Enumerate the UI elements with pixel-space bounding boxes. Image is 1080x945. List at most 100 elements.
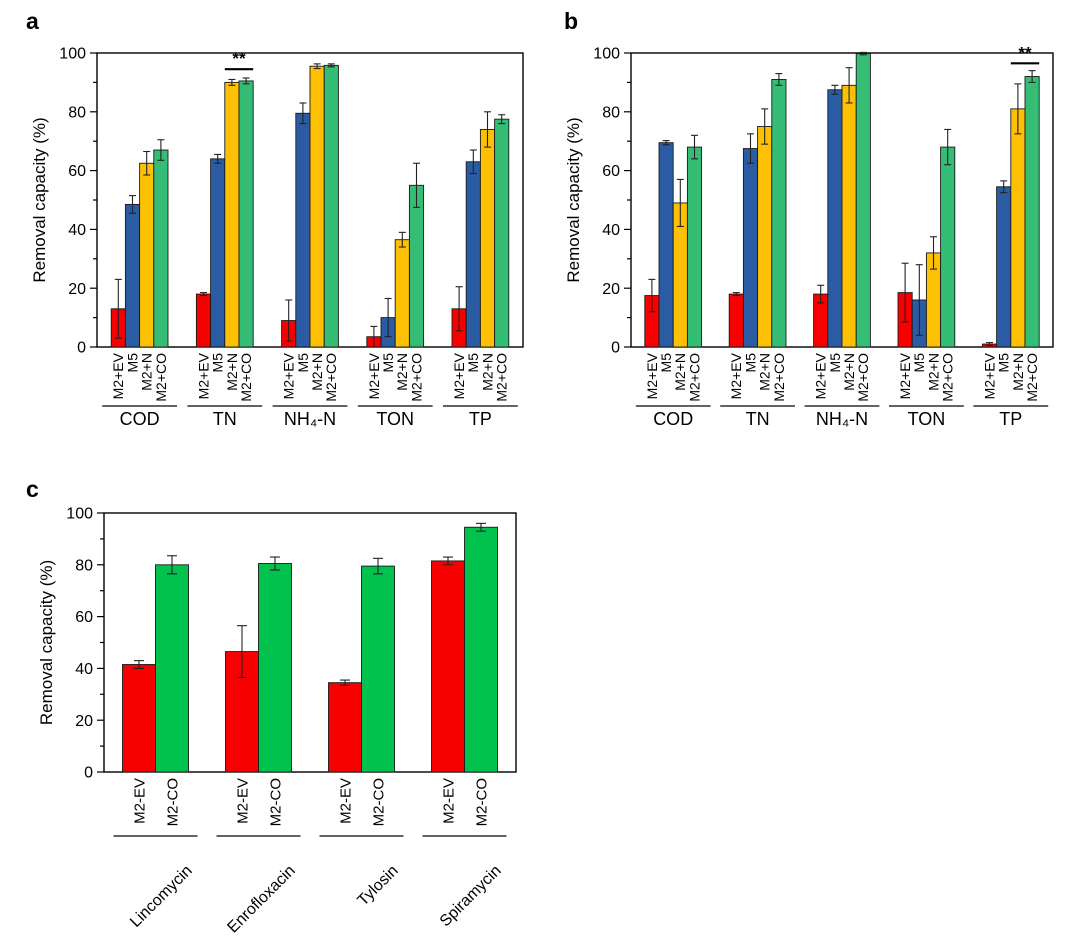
panel-a-letter: a — [26, 8, 39, 34]
y-tick-label: 100 — [59, 46, 86, 63]
bar-M2+CO — [408, 184, 425, 348]
bar-M2+CO — [771, 79, 787, 348]
group-label: TN — [746, 409, 770, 429]
bar-label: M5 — [996, 353, 1012, 373]
bar-M2-CO — [258, 563, 292, 773]
bar-M2+N — [224, 81, 240, 348]
y-axis-title: Removal capacity (%) — [30, 117, 49, 282]
bar-label: M2+EV — [281, 352, 297, 399]
bar-M2-CO — [361, 565, 395, 773]
bar-label: M2+N — [394, 353, 410, 391]
bar-label: M5 — [465, 353, 481, 373]
bar-M2+EV — [195, 293, 212, 348]
bar-M2+CO — [940, 146, 956, 348]
significance-label: ** — [232, 49, 246, 68]
bar-label: M2-CO — [473, 778, 490, 826]
bar-label: M5 — [911, 353, 927, 373]
bar-M2-EV — [431, 560, 465, 773]
bar-label: M5 — [742, 353, 758, 373]
bar-label: M5 — [827, 353, 843, 373]
group-label: COD — [653, 409, 693, 429]
y-tick-label: 40 — [75, 661, 93, 678]
y-tick-label: 20 — [68, 281, 86, 298]
bar-label: M2-CO — [370, 778, 387, 826]
bar-label: M2+CO — [940, 353, 956, 402]
bar-label: M2+CO — [153, 353, 169, 402]
y-tick-label: 40 — [68, 222, 86, 239]
y-tick-label: 40 — [602, 222, 620, 239]
bar-label: M2+EV — [451, 352, 467, 399]
group-label: Lincomycin — [127, 862, 196, 931]
bar-label: M5 — [295, 353, 311, 373]
y-tick-label: 100 — [66, 506, 93, 523]
bar-label: M2-CO — [164, 778, 181, 826]
group-label: NH₄-N — [284, 409, 336, 429]
bar-label: M2-EV — [337, 778, 354, 824]
bar-label: M2+CO — [1024, 353, 1040, 402]
bar-M2+N — [394, 239, 410, 348]
group-label: Tylosin — [354, 862, 401, 909]
bar-M2+CO — [494, 118, 510, 348]
bar-M2+N — [757, 126, 773, 348]
bar-M2-EV — [328, 682, 362, 773]
group-label: COD — [120, 409, 160, 429]
y-tick-label: 0 — [611, 340, 620, 357]
y-tick-label: 80 — [68, 104, 86, 121]
bar-label: M2+CO — [238, 353, 254, 402]
panel-c-letter: c — [26, 476, 39, 502]
bar-M2+CO — [686, 146, 703, 348]
bar-label: M2+CO — [323, 353, 339, 402]
bar-label: M2+N — [757, 353, 773, 391]
y-tick-label: 20 — [602, 281, 620, 298]
group-label: Enrofloxacin — [224, 862, 298, 936]
bar-label: M5 — [380, 353, 396, 373]
bar-M2+CO — [238, 80, 254, 348]
y-tick-label: 0 — [77, 340, 86, 357]
y-tick-label: 80 — [602, 104, 620, 121]
bar-M2+CO — [323, 64, 339, 348]
bar-label: M2+N — [224, 353, 240, 391]
bar-M2+CO — [1024, 76, 1040, 348]
panel-c-chart: 0 20 40 60 80 100 Removal capacity (%) M2-EV M2-… — [37, 506, 517, 936]
bar-M5 — [295, 112, 311, 348]
bar-M5 — [996, 186, 1012, 348]
bar-label: M2-EV — [440, 778, 457, 824]
bar-M2+CO — [153, 149, 169, 348]
bar-M2+N — [841, 84, 857, 348]
bar-label: M2-EV — [131, 778, 148, 824]
bar-label: M2+EV — [366, 352, 382, 399]
y-tick-label: 100 — [593, 46, 620, 63]
bar-label: M2+EV — [110, 352, 126, 399]
group-label: TON — [908, 409, 946, 429]
bar-M5 — [124, 203, 141, 348]
y-tick-label: 60 — [602, 163, 620, 180]
bar-label: M2+N — [309, 353, 325, 391]
bar-M2+N — [1010, 108, 1026, 348]
panel-b-letter: b — [564, 8, 579, 34]
group-label: TP — [999, 409, 1022, 429]
bar-label: M2-EV — [234, 778, 251, 824]
bar-label: M2+EV — [195, 352, 211, 399]
bar-label: M2+EV — [644, 352, 660, 399]
bar-label: M5 — [124, 353, 140, 373]
bar-label: M2+EV — [981, 352, 997, 399]
y-axis-title: Removal capacity (%) — [564, 117, 583, 282]
group-label: NH₄-N — [816, 409, 868, 429]
bar-M2+N — [309, 65, 325, 348]
bar-label: M2+N — [841, 353, 857, 391]
y-axis-title: Removal capacity (%) — [37, 560, 56, 725]
group-label: Spiramycin — [437, 862, 505, 930]
bar-label: M2-CO — [267, 778, 284, 826]
bar-M5 — [210, 158, 226, 348]
y-tick-label: 60 — [68, 163, 86, 180]
bar-M2+N — [139, 162, 155, 348]
group-label: TON — [376, 409, 414, 429]
bar-label: M2+CO — [771, 353, 787, 402]
y-tick-label: 60 — [75, 609, 93, 626]
bar-M2-CO — [464, 526, 498, 773]
bar-M2+CO — [855, 53, 871, 348]
bar-M2-EV — [122, 664, 156, 773]
